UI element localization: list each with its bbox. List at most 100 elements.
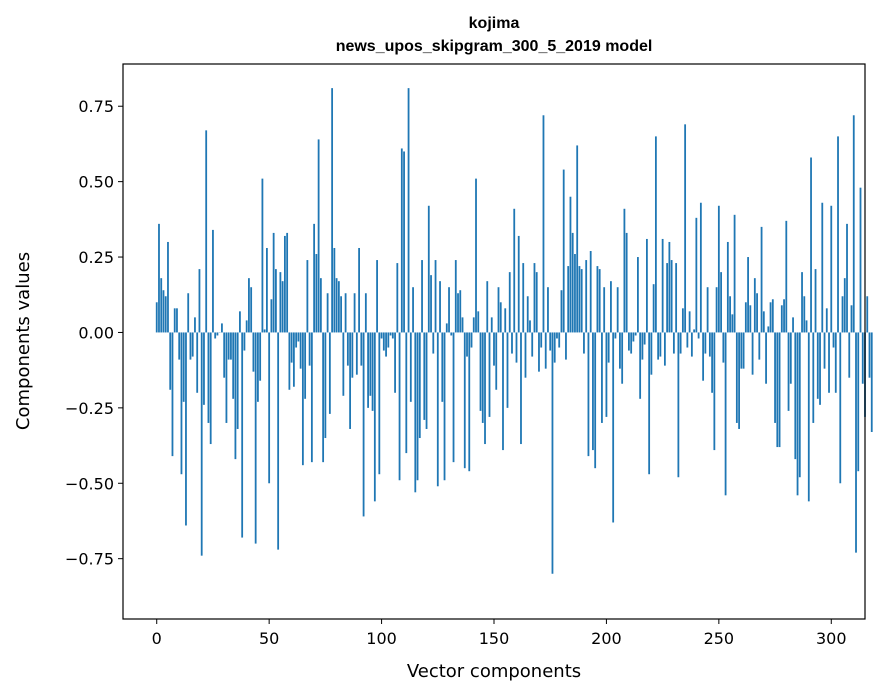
bar bbox=[544, 332, 547, 369]
bar bbox=[731, 314, 734, 333]
bar bbox=[738, 332, 740, 429]
bar bbox=[292, 332, 295, 387]
bar bbox=[484, 332, 486, 445]
bar bbox=[382, 332, 385, 351]
bar bbox=[749, 305, 752, 333]
bar bbox=[794, 332, 797, 460]
bar bbox=[454, 260, 457, 333]
bar bbox=[434, 260, 437, 333]
bar bbox=[475, 178, 477, 333]
bar bbox=[328, 332, 331, 414]
bar bbox=[470, 332, 473, 348]
y-tick-label: 0.25 bbox=[78, 248, 114, 267]
bar bbox=[634, 332, 637, 336]
bar bbox=[432, 332, 435, 354]
bar bbox=[185, 332, 187, 526]
bar bbox=[542, 115, 545, 333]
bar bbox=[598, 269, 601, 333]
bar bbox=[699, 202, 702, 333]
bar bbox=[310, 332, 313, 463]
bar bbox=[711, 332, 713, 393]
bar bbox=[780, 305, 783, 333]
bar bbox=[502, 332, 504, 451]
bar bbox=[490, 317, 493, 333]
bar bbox=[760, 226, 763, 333]
bar bbox=[450, 332, 453, 336]
bar bbox=[443, 332, 446, 481]
bar bbox=[785, 220, 788, 333]
bar bbox=[400, 148, 403, 333]
bar bbox=[463, 332, 466, 469]
bar bbox=[661, 238, 664, 333]
bar bbox=[187, 293, 190, 333]
bar bbox=[268, 332, 271, 484]
bar bbox=[461, 317, 464, 333]
bar bbox=[493, 332, 495, 366]
bar bbox=[695, 217, 698, 333]
bar bbox=[697, 332, 700, 339]
bar bbox=[805, 320, 808, 333]
bar bbox=[160, 278, 163, 333]
bar bbox=[803, 296, 806, 333]
bar bbox=[351, 332, 354, 378]
x-tick-label: 50 bbox=[259, 629, 279, 648]
bar bbox=[810, 157, 812, 333]
bar bbox=[290, 332, 293, 363]
bar bbox=[425, 332, 428, 429]
bar bbox=[322, 332, 325, 463]
bar bbox=[675, 263, 678, 333]
bar bbox=[819, 332, 821, 405]
bar bbox=[376, 260, 378, 333]
bar bbox=[360, 332, 363, 366]
bar bbox=[203, 332, 205, 405]
bar bbox=[778, 332, 781, 448]
bar bbox=[371, 332, 374, 411]
bar bbox=[686, 332, 689, 348]
bar bbox=[504, 308, 507, 333]
bar bbox=[515, 332, 518, 363]
bar bbox=[349, 332, 351, 429]
bar bbox=[261, 178, 264, 333]
bar bbox=[409, 332, 412, 402]
bar bbox=[230, 332, 232, 360]
bar bbox=[250, 287, 253, 333]
bar bbox=[765, 332, 767, 384]
x-tick-label: 300 bbox=[816, 629, 847, 648]
bar bbox=[583, 332, 585, 354]
bar bbox=[403, 151, 405, 333]
bar bbox=[182, 332, 185, 402]
bar bbox=[722, 332, 725, 363]
bar bbox=[486, 281, 489, 333]
bar bbox=[427, 205, 430, 333]
bar bbox=[275, 269, 277, 333]
bar bbox=[715, 287, 718, 333]
bar bbox=[279, 272, 282, 333]
bar bbox=[702, 332, 705, 381]
bar bbox=[830, 205, 833, 333]
bar bbox=[281, 281, 284, 333]
bar bbox=[619, 332, 621, 369]
bar bbox=[421, 260, 423, 333]
bar bbox=[603, 287, 606, 333]
bar bbox=[335, 278, 338, 333]
bar bbox=[852, 115, 855, 333]
bar bbox=[286, 232, 289, 333]
bar bbox=[227, 332, 230, 360]
bar bbox=[407, 88, 410, 333]
bar bbox=[747, 257, 749, 333]
bar bbox=[531, 332, 534, 357]
bar bbox=[263, 329, 266, 333]
bar bbox=[646, 238, 648, 333]
bar bbox=[209, 332, 212, 445]
bar bbox=[850, 305, 853, 333]
y-tick-label: −0.50 bbox=[65, 474, 114, 493]
bar bbox=[306, 260, 309, 333]
y-axis-label: Components values bbox=[13, 252, 34, 430]
bar bbox=[868, 332, 871, 378]
bar bbox=[346, 332, 349, 366]
bar bbox=[526, 296, 529, 333]
bar bbox=[506, 332, 509, 408]
bar bbox=[520, 332, 522, 445]
bar bbox=[380, 332, 383, 339]
bar bbox=[798, 332, 801, 478]
